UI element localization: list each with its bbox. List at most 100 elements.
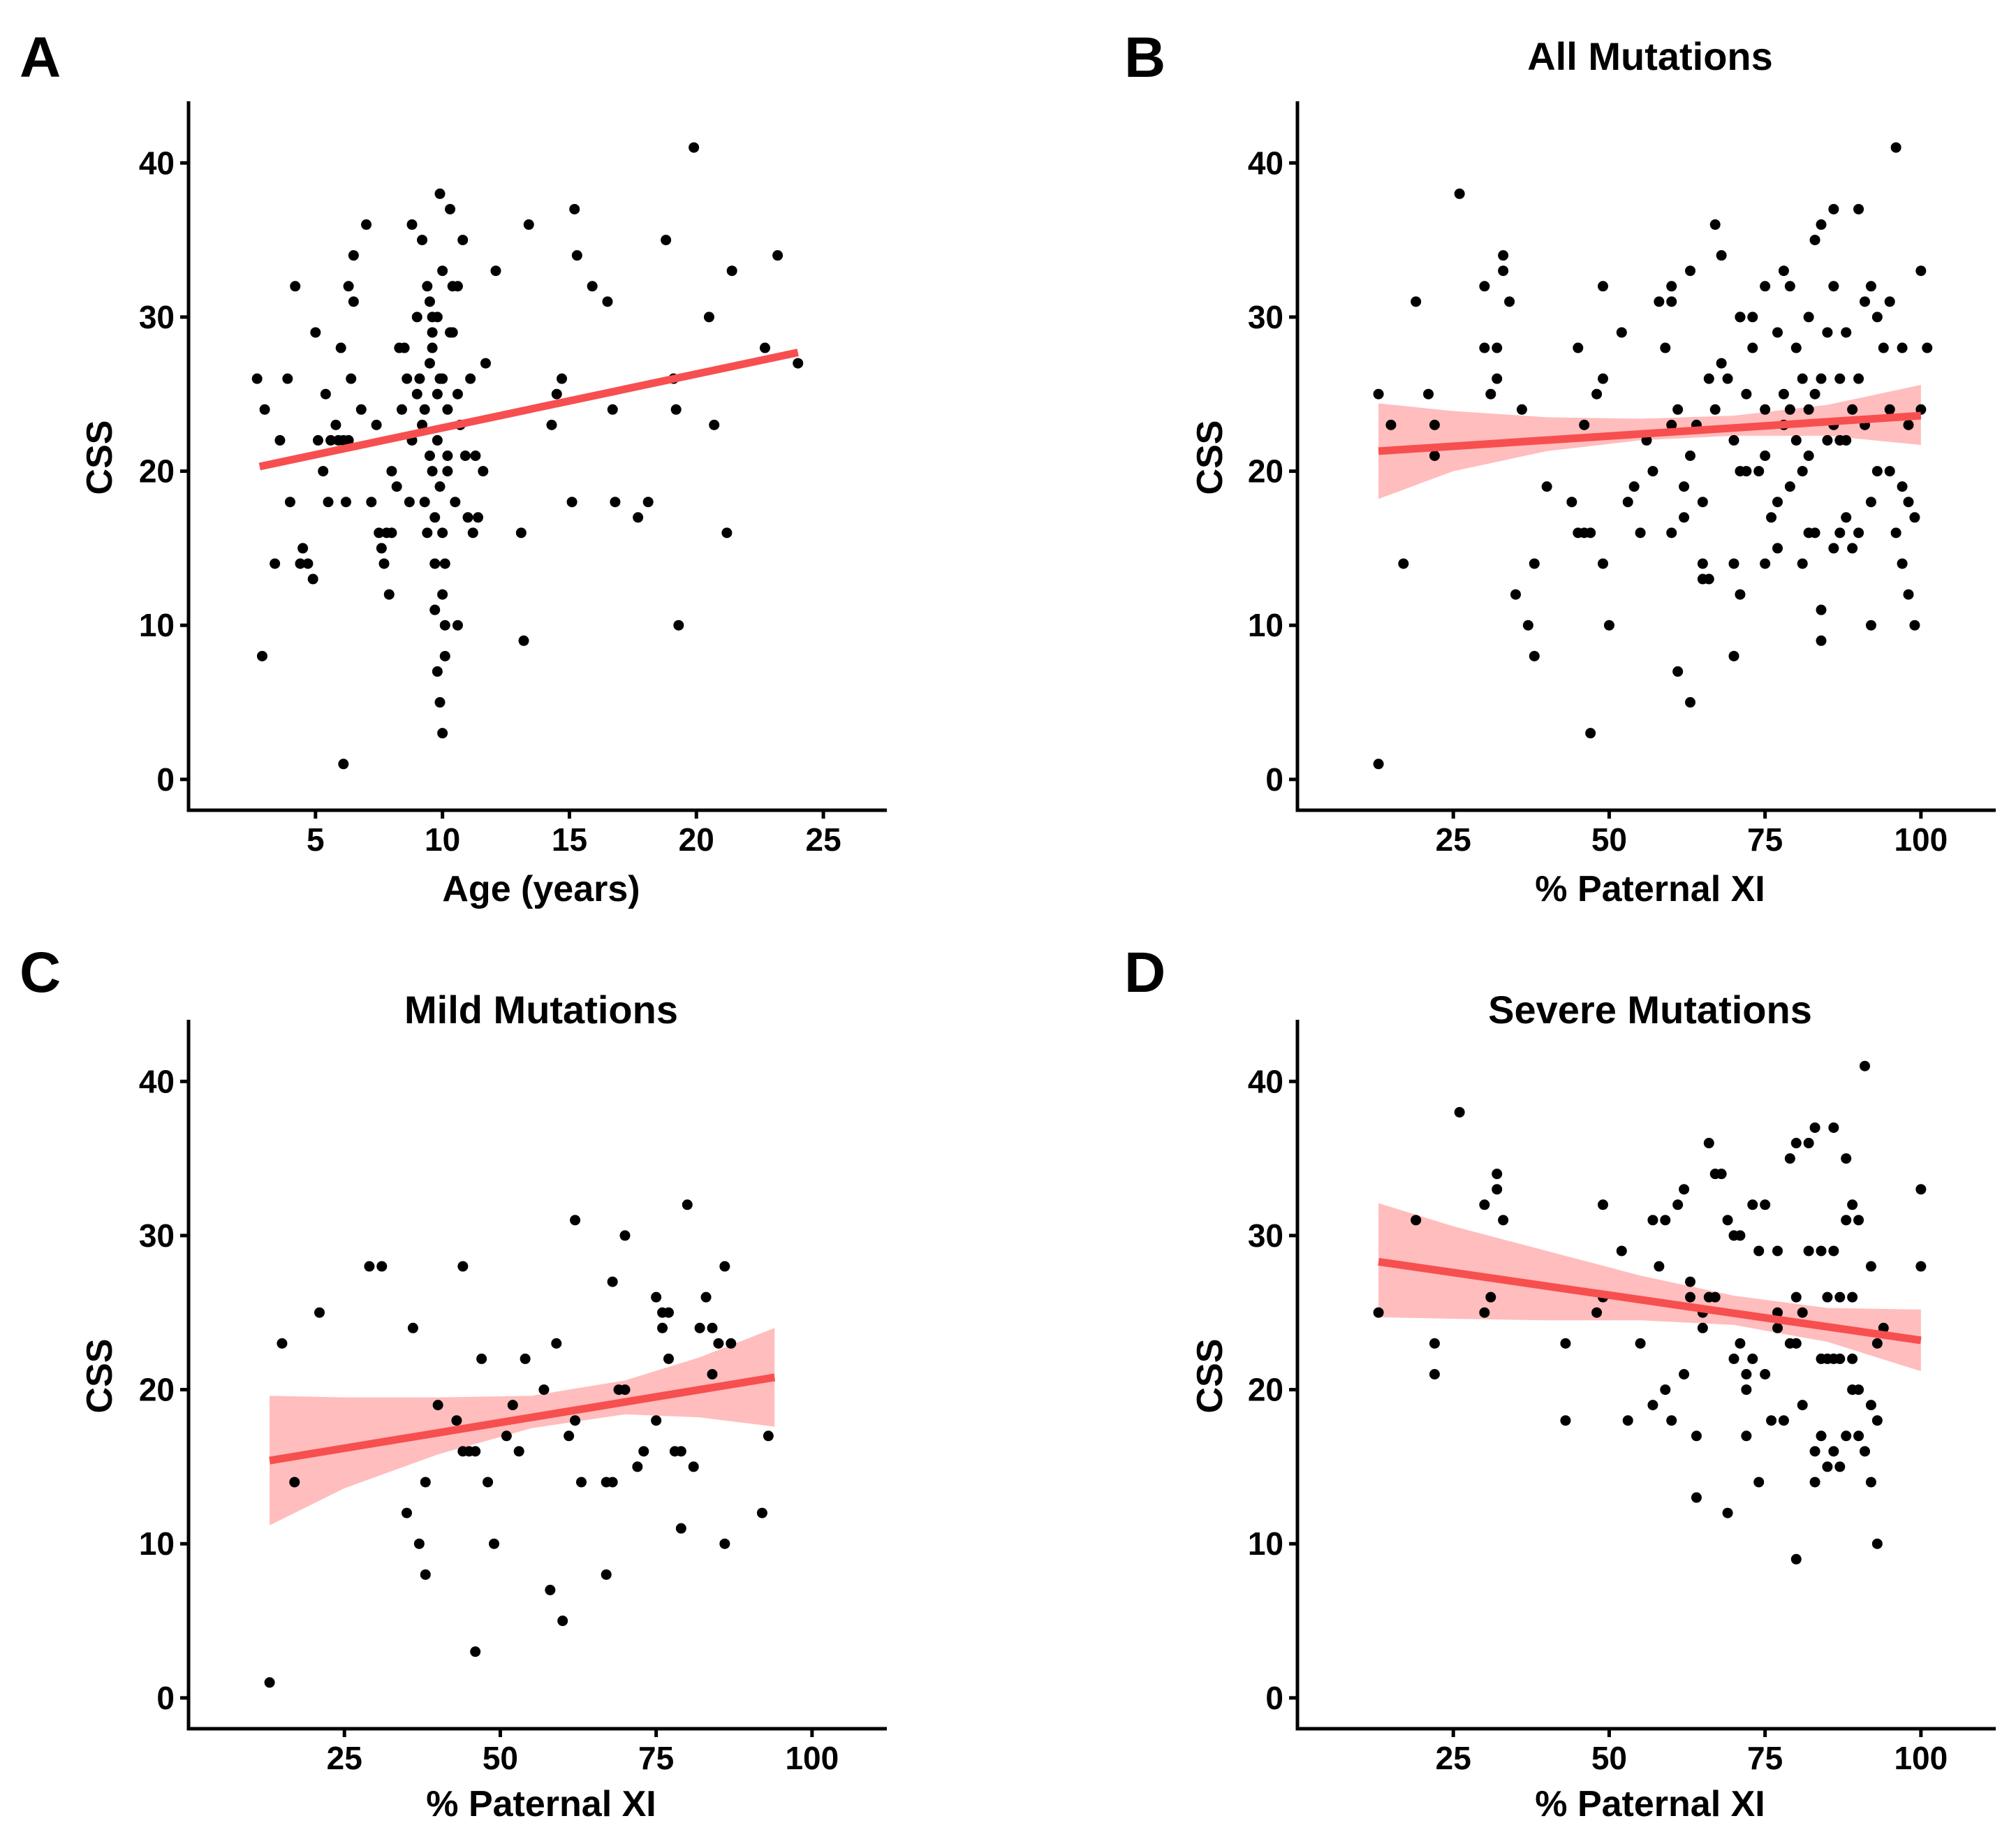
data-point (1747, 1199, 1758, 1210)
data-point (1516, 404, 1527, 415)
data-point (325, 434, 337, 446)
y-tick-label: 10 (139, 607, 175, 643)
data-point (420, 1569, 431, 1580)
data-point (1703, 1138, 1714, 1149)
data-point (1772, 543, 1783, 554)
data-point (1922, 342, 1933, 353)
data-point (437, 265, 448, 277)
data-point (343, 281, 354, 292)
data-point (396, 404, 407, 415)
x-tick-label: 100 (1894, 821, 1948, 858)
data-point (450, 497, 461, 508)
data-point (1816, 219, 1827, 230)
data-point (1429, 451, 1440, 461)
panel-a: A 0 10 20 30 40 5 10 15 20 25 Age (years) CSS (20, 26, 887, 909)
data-point (607, 404, 618, 415)
data-point (478, 466, 489, 477)
data-point (1897, 481, 1908, 492)
data-point (489, 1538, 499, 1549)
data-point (633, 512, 644, 523)
data-point (447, 327, 458, 338)
data-point (1479, 1199, 1490, 1210)
data-point (1884, 466, 1895, 477)
data-point (1772, 1307, 1783, 1318)
data-point (318, 466, 329, 477)
data-point (432, 312, 443, 323)
data-point (1492, 1169, 1503, 1180)
data-point (1865, 1477, 1876, 1488)
data-point (490, 265, 501, 277)
data-point (523, 219, 534, 230)
data-point (1766, 512, 1777, 523)
data-point (1853, 373, 1864, 384)
x-axis-label: % Paternal XI (1535, 869, 1765, 909)
panel-title: Severe Mutations (1488, 988, 1812, 1032)
data-point (442, 451, 453, 461)
data-point (1685, 697, 1695, 708)
data-point (1666, 527, 1677, 539)
data-point (434, 188, 446, 199)
data-point (364, 1261, 375, 1272)
data-point (1728, 1353, 1739, 1364)
data-point (1853, 1430, 1864, 1442)
data-point (1797, 373, 1808, 384)
data-point (1834, 1291, 1846, 1303)
data-point (1647, 466, 1658, 477)
data-point (651, 1415, 662, 1426)
y-tick-label: 20 (139, 1372, 175, 1408)
data-point (1871, 312, 1883, 323)
data-point (1816, 373, 1827, 384)
data-point (1772, 327, 1783, 338)
data-point (1760, 558, 1771, 569)
data-point (610, 497, 621, 508)
data-point (557, 373, 568, 384)
data-point (1871, 1338, 1883, 1349)
data-point (1809, 235, 1820, 246)
data-point (1853, 1215, 1864, 1226)
data-point (1529, 558, 1540, 569)
data-point (1790, 1291, 1802, 1303)
data-point (1411, 1215, 1422, 1226)
data-point (1735, 1230, 1746, 1241)
data-point (413, 1538, 425, 1549)
data-point (1841, 1215, 1852, 1226)
data-point (476, 1353, 487, 1364)
data-point (1903, 589, 1914, 600)
data-point (1834, 1461, 1846, 1472)
data-point (1766, 1415, 1777, 1426)
data-point (1878, 342, 1889, 353)
data-point (663, 1353, 674, 1364)
data-point (1909, 620, 1920, 631)
data-point (1703, 573, 1714, 585)
data-point (1865, 1400, 1876, 1411)
data-point (1790, 342, 1802, 353)
data-point (1790, 1553, 1802, 1565)
data-point (1784, 1153, 1795, 1164)
data-point (470, 451, 481, 461)
data-point (1847, 1199, 1858, 1210)
x-tick-label: 25 (1436, 1740, 1471, 1776)
data-point (513, 1446, 524, 1457)
data-point (557, 1616, 568, 1627)
data-point (1560, 1338, 1571, 1349)
data-point (1915, 1184, 1927, 1195)
data-point (452, 281, 463, 292)
data-point (1622, 1415, 1633, 1426)
data-point (297, 543, 309, 554)
data-point (1679, 481, 1690, 492)
data-point (1847, 404, 1858, 415)
data-point (569, 203, 580, 214)
data-point (1697, 1322, 1708, 1333)
y-tick-label: 0 (156, 1680, 175, 1716)
data-point (1822, 1291, 1833, 1303)
data-point (1666, 1415, 1677, 1426)
data-point (1709, 404, 1721, 415)
data-point (1492, 342, 1503, 353)
data-point (270, 558, 281, 569)
regression-line (258, 349, 799, 471)
data-point (1622, 497, 1633, 508)
data-point (1735, 1338, 1746, 1349)
data-point (452, 388, 463, 400)
data-point (1865, 620, 1876, 631)
data-point (507, 1400, 518, 1411)
